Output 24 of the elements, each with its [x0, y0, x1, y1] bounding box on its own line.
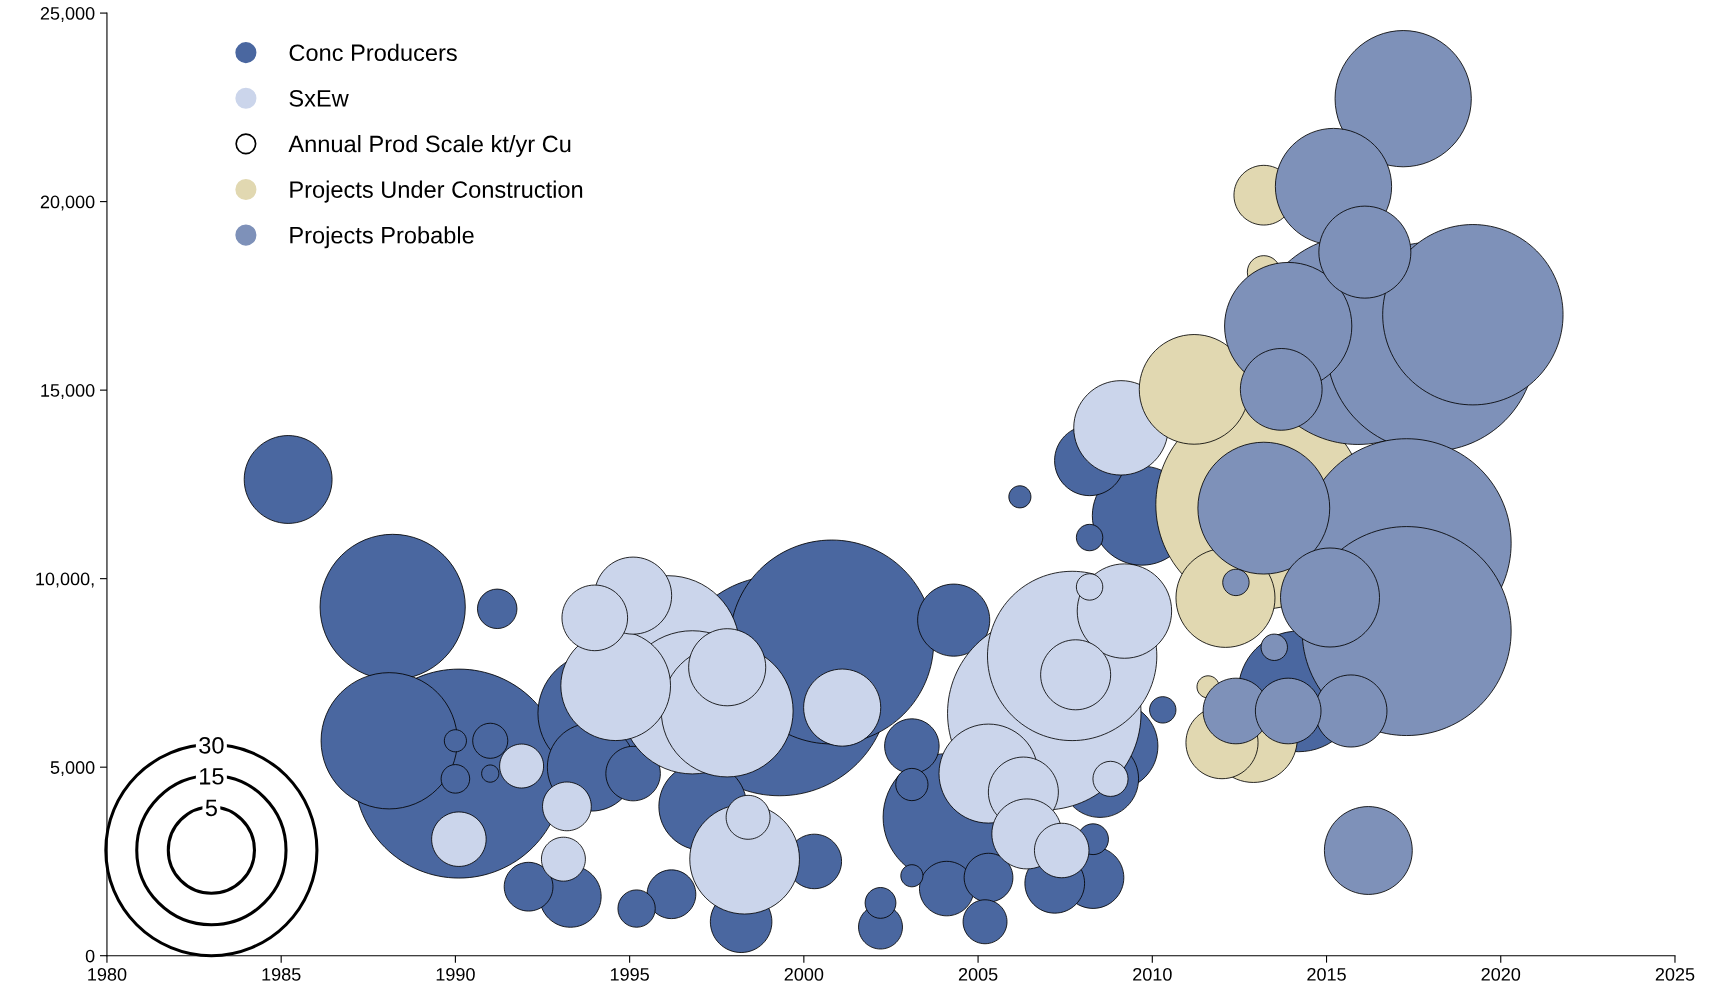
legend-label: SxEw [289, 90, 349, 107]
x-tick-label: 2025 [1655, 967, 1695, 981]
x-tick-label: 2000 [784, 967, 824, 981]
x-tick-label: 1990 [436, 967, 475, 981]
legend-label: 5 [205, 799, 217, 817]
x-tick-label: 2015 [1307, 967, 1346, 981]
y-tick-label: 0 [85, 949, 95, 963]
x-tick-label: 2005 [958, 967, 998, 981]
legend-label: Projects Under Construction [290, 180, 583, 203]
x-tick-label: 1995 [610, 967, 649, 981]
x-tick-label: 1985 [262, 967, 301, 981]
x-tick-label: 1980 [88, 967, 127, 981]
x-tick-label: 2010 [1133, 967, 1172, 981]
legend-label: Projects Probable [290, 226, 474, 249]
legend-label: 30 [199, 736, 224, 754]
y-tick-label: 5,000 [50, 761, 95, 777]
legend-label: 15 [200, 768, 224, 785]
y-tick-label: 25,000 [40, 7, 95, 22]
x-tick-label: 2020 [1481, 967, 1521, 981]
legend-label: Conc Producers [289, 43, 457, 62]
y-tick-label: 20,000 [40, 195, 95, 211]
legend-label: Annual Prod Scale kt/yr Cu [288, 135, 571, 158]
y-tick-label: 10,000, [36, 572, 94, 588]
y-tick-label: 15,000 [41, 384, 95, 399]
